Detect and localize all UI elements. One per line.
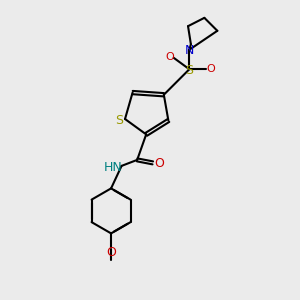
Text: S: S — [185, 64, 193, 77]
Text: O: O — [106, 246, 116, 260]
Text: O: O — [166, 52, 175, 62]
Text: S: S — [116, 114, 124, 127]
Text: O: O — [207, 64, 216, 74]
Text: N: N — [185, 44, 195, 56]
Text: HN: HN — [104, 161, 123, 174]
Text: O: O — [154, 157, 164, 170]
